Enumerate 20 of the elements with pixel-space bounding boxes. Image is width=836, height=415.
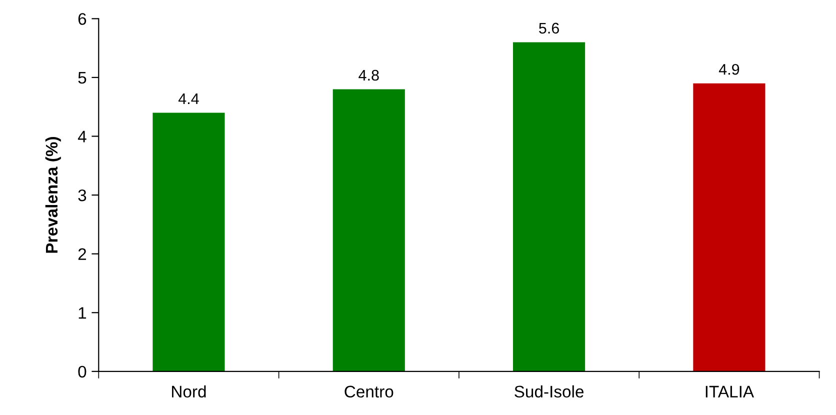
bar bbox=[152, 112, 225, 372]
bar bbox=[513, 42, 586, 372]
x-tick-label: Sud-Isole bbox=[514, 385, 584, 398]
bar bbox=[332, 89, 405, 372]
bar bbox=[693, 83, 766, 372]
data-label: 5.6 bbox=[539, 22, 559, 34]
y-tick-label: 0 bbox=[78, 366, 86, 378]
data-label: 4.9 bbox=[718, 64, 740, 75]
y-tick-label: 4 bbox=[78, 130, 86, 142]
y-tick-label: 5 bbox=[78, 72, 86, 84]
y-tick-label: 2 bbox=[78, 248, 86, 260]
data-label: 4.8 bbox=[358, 70, 379, 81]
y-tick-label: 6 bbox=[78, 13, 86, 25]
y-tick-label: 3 bbox=[78, 189, 86, 202]
y-axis-title: Prevalenza (%) bbox=[45, 137, 61, 253]
x-tick-label: Centro bbox=[344, 386, 394, 398]
x-tick-label: Nord bbox=[172, 385, 206, 398]
y-tick-label: 1 bbox=[78, 307, 86, 319]
data-label: 4.4 bbox=[178, 94, 199, 104]
x-tick-label: ITALIA bbox=[706, 386, 754, 398]
